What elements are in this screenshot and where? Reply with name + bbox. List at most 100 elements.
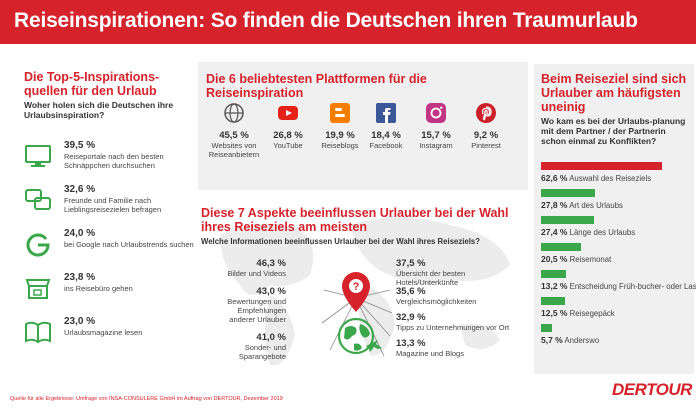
source-item: 23,0 % Urlaubsmagazine lesen: [24, 316, 194, 352]
source-value: 23,0 %: [64, 316, 96, 327]
globe-pin-icon: ?: [321, 272, 393, 357]
aspect-item: 13,3 % Magazine und Blogs: [396, 338, 526, 358]
bar-category: Entscheidung Früh-bucher- oder Last-Minu…: [569, 282, 696, 291]
bar-label: 27,8 % Art des Urlaubs: [541, 200, 623, 210]
bar: [541, 162, 662, 170]
source-label: Urlaubsmagazine lesen: [64, 328, 143, 337]
aspect-label: Sonder- und Sparangebote: [238, 343, 286, 361]
aspects-title: Diese 7 Aspekte beeinflussen Urlauber be…: [201, 206, 509, 234]
platform-label: Websites von Reiseanbietern: [208, 141, 260, 159]
aspect-item: 37,5 % Übersicht der besten Hotels/Unter…: [396, 258, 526, 287]
platforms-panel: [198, 62, 528, 190]
platform-value: 18,4 %: [371, 130, 401, 141]
svg-text:?: ?: [353, 281, 360, 293]
bar: [541, 243, 581, 251]
source-item: 23,8 % ins Reisebüro gehen: [24, 272, 194, 308]
conflicts-subtitle: Wo kam es bei der Urlaubs-planung mit de…: [541, 116, 686, 146]
bar-row: 27,8 % Art des Urlaubs: [541, 189, 691, 213]
aspect-label: Bilder und Videos: [227, 269, 286, 278]
source-label: Freunde und Familie nach Lieblingsreisez…: [64, 196, 162, 214]
bar-row: 20,5 % Reisemonat: [541, 243, 691, 267]
youtube-icon: [278, 106, 298, 120]
bar: [541, 189, 595, 197]
page-title: Reiseinspirationen: So finden die Deutsc…: [14, 9, 638, 32]
bar-value: 5,7 %: [541, 335, 563, 345]
pinterest-icon: [476, 103, 496, 123]
bar-label: 27,4 % Länge des Urlaubs: [541, 227, 635, 237]
bar-category: Reisegepäck: [567, 309, 615, 318]
speech-bubbles-icon: [25, 189, 51, 210]
aspect-label: Vergleichsmöglichkeiten: [396, 297, 477, 306]
source-item: 24,0 % bei Google nach Urlaubstrends suc…: [24, 228, 194, 264]
bar: [541, 324, 552, 332]
platform-item: 18,4 % Facebook: [356, 102, 416, 150]
aspect-value: 43,0 %: [256, 286, 286, 297]
bar-value: 12,5 %: [541, 308, 568, 318]
bar-label: 20,5 % Reisemonat: [541, 254, 611, 264]
bar-value: 62,6 %: [541, 173, 568, 183]
source-item: 32,6 % Freunde und Familie nach Liebling…: [24, 184, 194, 220]
source-label: Reiseportale nach den besten Schnäppchen…: [64, 152, 164, 170]
platforms-title: Die 6 beliebtesten Plattformen für die R…: [206, 72, 427, 100]
google-icon: [26, 233, 50, 257]
platform-item: 15,7 % Instagram: [406, 102, 466, 150]
platform-item: 19,9 % Reiseblogs: [310, 102, 370, 150]
bar-row: 13,2 % Entscheidung Früh-bucher- oder La…: [541, 270, 696, 294]
aspect-label: Übersicht der besten Hotels/Unterkünfte: [396, 269, 466, 287]
aspect-value: 13,3 %: [396, 338, 426, 349]
platform-item: 9,2 % Pinterest: [456, 102, 516, 150]
bar-label: 12,5 % Reisegepäck: [541, 308, 615, 318]
monitor-icon: [25, 145, 51, 167]
source-footnote: Quelle für alle Ergebnisse: Umfrage von …: [10, 396, 283, 402]
aspect-label: Bewertungen und Empfehlungen anderer Url…: [227, 297, 286, 324]
source-label: bei Google nach Urlaubstrends suchen: [64, 240, 194, 249]
aspect-item: 41,0 % Sonder- und Sparangebote: [156, 332, 286, 361]
aspect-item: 43,0 % Bewertungen und Empfehlungen ande…: [156, 286, 286, 324]
bar: [541, 297, 566, 305]
platform-label: YouTube: [273, 141, 303, 150]
platform-value: 9,2 %: [473, 130, 499, 141]
header-banner: Reiseinspirationen: So finden die Deutsc…: [0, 0, 696, 44]
bar-row: 5,7 % Anderswo: [541, 324, 691, 348]
bar: [541, 216, 594, 224]
aspect-item: 32,9 % Tipps zu Unternehmungen vor Ort: [396, 312, 526, 332]
bar-row: 27,4 % Länge des Urlaubs: [541, 216, 691, 240]
bar-row: 12,5 % Reisegepäck: [541, 297, 691, 321]
aspect-value: 46,3 %: [256, 258, 286, 269]
aspect-item: 35,6 % Vergleichsmöglichkeiten: [396, 286, 526, 306]
bar-row: 62,6 % Auswahl des Reiseziels: [541, 162, 691, 186]
platform-label: Pinterest: [471, 141, 501, 150]
aspect-item: 46,3 % Bilder und Videos: [156, 258, 286, 278]
source-value: 32,6 %: [64, 184, 96, 195]
bar-label: 5,7 % Anderswo: [541, 335, 599, 345]
platform-item: 26,8 % YouTube: [258, 102, 318, 150]
aspect-value: 35,6 %: [396, 286, 426, 297]
platform-value: 45,5 %: [219, 130, 249, 141]
bar-category: Anderswo: [562, 336, 600, 345]
conflicts-title: Beim Reiseziel sind sich Urlauber am häu…: [541, 72, 687, 114]
platform-item: 45,5 % Websites von Reiseanbietern: [204, 102, 264, 159]
bar-label: 13,2 % Entscheidung Früh-bucher- oder La…: [541, 281, 696, 291]
aspect-label: Tipps zu Unternehmungen vor Ort: [396, 323, 510, 332]
facebook-icon: [376, 103, 396, 123]
aspects-subtitle: Welche Informationen beeinflussen Urlaub…: [201, 237, 481, 246]
bar-value: 20,5 %: [541, 254, 568, 264]
shop-icon: [25, 279, 51, 299]
aspect-label: Magazine und Blogs: [396, 349, 464, 358]
platform-label: Facebook: [369, 141, 403, 150]
source-item: 39,5 % Reiseportale nach den besten Schn…: [24, 140, 194, 176]
bar: [541, 270, 567, 278]
source-label: ins Reisebüro gehen: [64, 284, 133, 293]
bar-category: Art des Urlaubs: [567, 201, 623, 210]
source-value: 24,0 %: [64, 228, 96, 239]
platform-label: Instagram: [419, 141, 453, 150]
platform-value: 15,7 %: [421, 130, 451, 141]
book-icon: [25, 321, 51, 344]
sources-title: Die Top-5-Inspirations-quellen für den U…: [24, 70, 160, 98]
bar-label: 62,6 % Auswahl des Reiseziels: [541, 173, 651, 183]
aspect-value: 32,9 %: [396, 312, 426, 323]
aspect-value: 37,5 %: [396, 258, 426, 269]
www-icon: [224, 103, 244, 123]
bar-value: 13,2 %: [541, 281, 568, 291]
bar-category: Reisemonat: [567, 255, 612, 264]
